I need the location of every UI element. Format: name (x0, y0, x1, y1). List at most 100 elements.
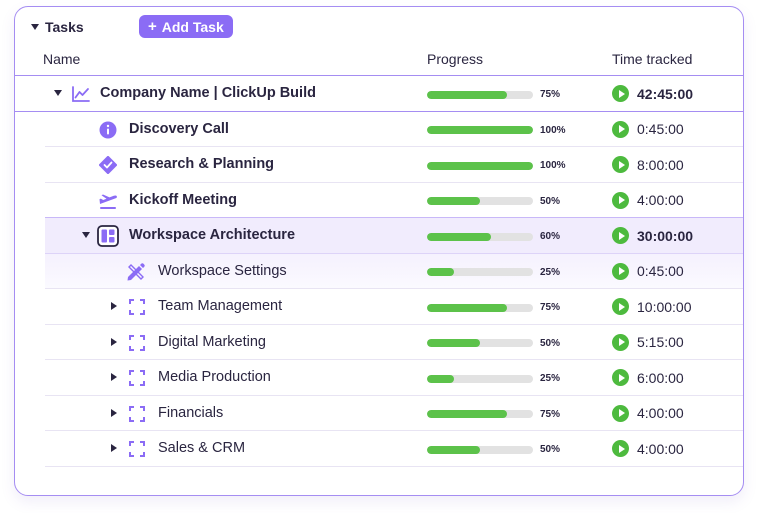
progress-bar: 50% (427, 444, 560, 455)
task-name[interactable]: Financials (158, 404, 224, 421)
table-row[interactable]: Digital Marketing 50% 5:15:00 (45, 325, 743, 360)
progress-fill (427, 232, 491, 241)
progress-bar: 100% (427, 160, 566, 171)
progress-percent: 25% (540, 373, 561, 384)
progress-bar: 100% (427, 125, 566, 136)
progress-fill (427, 374, 454, 383)
task-name[interactable]: Team Management (158, 298, 283, 314)
caret-right-icon[interactable] (111, 337, 117, 346)
plus-icon: + (148, 18, 157, 35)
task-name[interactable]: Sales & CRM (158, 440, 246, 456)
play-icon[interactable] (612, 156, 629, 173)
table-row[interactable]: Company Name | ClickUp Build 75% 42:45:0… (15, 76, 743, 112)
time-tracked: 8:00:00 (637, 156, 684, 173)
play-icon[interactable] (612, 369, 629, 386)
timer-button[interactable]: 0:45:00 (612, 262, 684, 280)
progress-fill (427, 126, 533, 134)
column-header-time-tracked[interactable]: Time tracked (612, 51, 693, 67)
time-tracked: 4:00:00 (637, 192, 684, 208)
play-icon[interactable] (612, 333, 629, 351)
dashed-square-icon (127, 439, 147, 459)
table-row[interactable]: Sales & CRM 50% 4:00:00 (45, 431, 743, 467)
caret-right-icon[interactable] (111, 408, 117, 417)
progress-percent: 100% (540, 124, 566, 136)
time-tracked: 5:15:00 (637, 334, 684, 350)
progress-fill (427, 268, 454, 276)
table-header: Name Progress Time tracked (15, 47, 743, 76)
table-row[interactable]: Workspace Architecture 60% 30:00:00 (45, 218, 743, 254)
plane-takeoff-icon (98, 191, 118, 211)
table-row[interactable]: Discovery Call 100% 0:45:00 (45, 112, 743, 147)
timer-button[interactable]: 8:00:00 (612, 156, 684, 173)
play-icon[interactable] (612, 191, 629, 209)
time-tracked: 42:45:00 (637, 85, 694, 102)
progress-percent: 25% (540, 266, 561, 278)
play-icon[interactable] (612, 227, 629, 244)
time-tracked: 0:45:00 (637, 121, 684, 137)
progress-bar: 50% (427, 338, 560, 349)
progress-percent: 75% (540, 408, 561, 420)
task-name[interactable]: Workspace Settings (158, 262, 287, 279)
play-icon[interactable] (612, 404, 629, 422)
progress-fill (427, 410, 507, 418)
play-icon[interactable] (612, 298, 629, 315)
dashed-square-icon (127, 333, 147, 353)
task-name[interactable]: Discovery Call (129, 120, 229, 137)
progress-bar: 75% (427, 409, 560, 420)
timer-button[interactable]: 42:45:00 (612, 85, 693, 102)
column-header-progress[interactable]: Progress (427, 51, 484, 67)
play-icon[interactable] (612, 120, 629, 138)
timer-button[interactable]: 5:15:00 (612, 333, 684, 351)
table-row[interactable]: Media Production 25% 6:00:00 (45, 360, 743, 396)
dashed-square-icon (127, 297, 147, 317)
caret-right-icon[interactable] (111, 373, 117, 381)
progress-fill (427, 90, 507, 99)
task-name[interactable]: Kickoff Meeting (129, 191, 237, 208)
timer-button[interactable]: 4:00:00 (612, 191, 684, 209)
timer-button[interactable]: 6:00:00 (612, 369, 684, 386)
task-name[interactable]: Workspace Architecture (129, 227, 296, 243)
timer-button[interactable]: 30:00:00 (612, 227, 693, 244)
task-name[interactable]: Research & Planning (129, 156, 275, 172)
time-tracked: 0:45:00 (637, 263, 684, 279)
time-tracked: 10:00:00 (637, 298, 692, 315)
caret-down-icon (31, 24, 39, 30)
pencil-ruler-icon (126, 262, 146, 282)
progress-percent: 75% (540, 302, 561, 313)
progress-percent: 60% (540, 231, 561, 242)
caret-right-icon[interactable] (111, 444, 117, 452)
timer-button[interactable]: 4:00:00 (612, 404, 684, 422)
column-header-name[interactable]: Name (43, 51, 81, 67)
table-row[interactable]: Research & Planning 100% 8:00:00 (45, 147, 743, 183)
timer-button[interactable]: 4:00:00 (612, 440, 684, 457)
verified-badge-icon (98, 155, 118, 175)
timer-button[interactable]: 0:45:00 (612, 120, 684, 138)
timer-button[interactable]: 10:00:00 (612, 298, 692, 315)
caret-down-icon[interactable] (82, 232, 90, 238)
table-row[interactable]: Workspace Settings 25% 0:45:00 (45, 253, 743, 289)
time-tracked: 30:00:00 (637, 227, 694, 244)
play-icon[interactable] (612, 440, 629, 457)
play-icon[interactable] (612, 85, 629, 102)
table-row[interactable]: Kickoff Meeting 50% 4:00:00 (45, 183, 743, 218)
progress-bar: 75% (427, 89, 560, 100)
task-name[interactable]: Company Name | ClickUp Build (100, 85, 316, 101)
progress-bar: 60% (427, 231, 560, 242)
add-task-button[interactable]: + Add Task (139, 15, 233, 38)
caret-right-icon[interactable] (111, 302, 117, 310)
play-icon[interactable] (612, 262, 629, 280)
dashed-square-icon (127, 368, 147, 388)
task-table-card: Tasks + Add Task Name Progress Time trac… (14, 6, 744, 496)
task-name[interactable]: Digital Marketing (158, 333, 266, 350)
chart-line-icon (71, 84, 91, 104)
progress-bar: 75% (427, 302, 560, 313)
task-name[interactable]: Media Production (158, 369, 271, 385)
table-row[interactable]: Team Management 75% 10:00:00 (45, 289, 743, 325)
progress-fill (427, 303, 507, 312)
progress-fill (427, 339, 480, 347)
progress-bar: 50% (427, 196, 560, 207)
table-row[interactable]: Financials 75% 4:00:00 (45, 396, 743, 431)
caret-down-icon[interactable] (54, 90, 62, 96)
tasks-label: Tasks (45, 19, 84, 35)
tasks-toggle[interactable]: Tasks (31, 19, 84, 35)
